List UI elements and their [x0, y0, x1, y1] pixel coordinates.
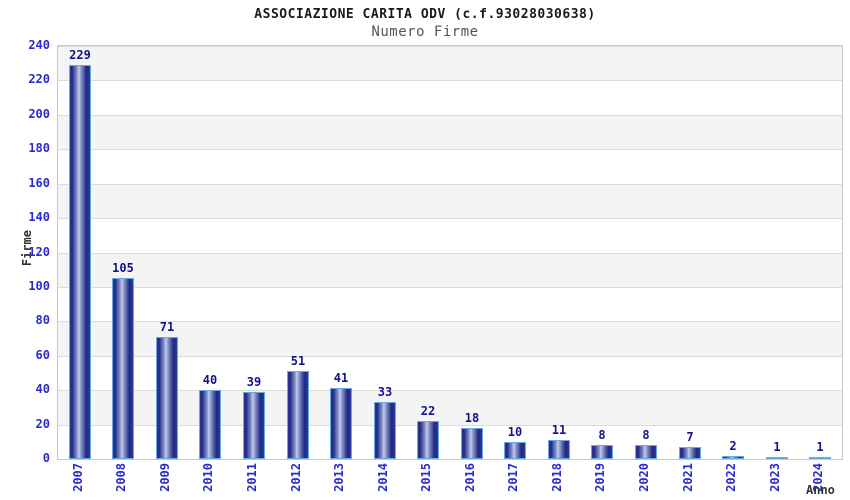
- y-tick-label: 40: [35, 382, 50, 396]
- bar-value-label: 41: [333, 371, 349, 385]
- chart-subtitle: Numero Firme: [371, 24, 479, 40]
- y-tick-label: 20: [35, 417, 50, 431]
- y-tick-label: 0: [42, 451, 50, 465]
- bar-2020: [635, 445, 657, 459]
- plot-band: [58, 390, 842, 425]
- gridline: [58, 390, 842, 391]
- x-tick-label-2018: 2018: [550, 463, 564, 492]
- bar-2022: [722, 456, 744, 459]
- bar-2013: [330, 388, 352, 459]
- plot-band: [58, 424, 842, 459]
- bar-value-label: 1: [816, 440, 824, 454]
- x-tick-label-2023: 2023: [768, 463, 782, 492]
- gridline: [58, 115, 842, 116]
- bar-value-label: 18: [464, 411, 480, 425]
- x-tick-label-2011: 2011: [245, 463, 259, 492]
- y-tick-label: 160: [28, 176, 50, 190]
- y-tick-label: 240: [28, 38, 50, 52]
- plot-area: 229 105 71 40 39 51 41 33 22 18 10 11 8 8 7 2 1 1: [57, 45, 843, 460]
- plot-band: [58, 114, 842, 150]
- bar-value-label: 71: [159, 320, 175, 334]
- x-tick-label-2012: 2012: [289, 463, 303, 492]
- chart-title: ASSOCIAZIONE CARITA ODV (c.f.93028030638…: [254, 7, 596, 22]
- plot-band: [58, 321, 842, 356]
- y-tick-label: 220: [28, 72, 50, 86]
- plot-band: [58, 218, 842, 253]
- bar-value-label: 51: [290, 354, 306, 368]
- y-tick-label: 60: [35, 348, 50, 362]
- bar-2014: [374, 402, 396, 459]
- x-tick-label-2013: 2013: [332, 463, 346, 492]
- bar-value-label: 33: [377, 385, 393, 399]
- plot-band: [58, 149, 842, 184]
- gridline: [58, 253, 842, 254]
- x-tick-label-2007: 2007: [71, 463, 85, 492]
- y-tick-label: 100: [28, 279, 50, 293]
- y-tick-label: 180: [28, 141, 50, 155]
- gridline: [58, 356, 842, 357]
- bar-value-label: 1: [773, 440, 781, 454]
- bar-2008: [112, 278, 134, 459]
- bar-value-label: 229: [69, 48, 91, 62]
- plot-band: [58, 286, 842, 322]
- x-tick-label-2022: 2022: [724, 463, 738, 492]
- bar-2021: [679, 447, 701, 459]
- plot-band: [58, 46, 842, 81]
- y-tick-label: 80: [35, 313, 50, 327]
- bar-2015: [417, 421, 439, 459]
- x-tick-label-2016: 2016: [463, 463, 477, 492]
- bar-2017: [504, 442, 526, 459]
- gridline: [58, 184, 842, 185]
- plot-band: [58, 80, 842, 115]
- x-axis-title: Anno: [806, 483, 835, 497]
- bar-value-label: 7: [686, 430, 694, 444]
- gridline: [58, 46, 842, 47]
- bar-2024: [809, 457, 831, 459]
- x-tick-label-2008: 2008: [114, 463, 128, 492]
- x-tick-label-2010: 2010: [201, 463, 215, 492]
- gridline: [58, 218, 842, 219]
- x-tick-label-2017: 2017: [506, 463, 520, 492]
- bar-2018: [548, 440, 570, 459]
- bar-value-label: 105: [112, 261, 134, 275]
- bar-2011: [243, 392, 265, 459]
- plot-band: [58, 183, 842, 219]
- x-tick-label-2021: 2021: [681, 463, 695, 492]
- gridline: [58, 287, 842, 288]
- gridline: [58, 425, 842, 426]
- x-tick-label-2009: 2009: [158, 463, 172, 492]
- bar-value-label: 11: [551, 423, 567, 437]
- bar-value-label: 40: [202, 373, 218, 387]
- x-tick-label-2020: 2020: [637, 463, 651, 492]
- x-tick-label-2014: 2014: [376, 463, 390, 492]
- bar-value-label: 22: [420, 404, 436, 418]
- y-tick-label: 200: [28, 107, 50, 121]
- bar-2016: [461, 428, 483, 459]
- x-tick-label-2015: 2015: [419, 463, 433, 492]
- bar-value-label: 8: [598, 428, 606, 442]
- plot-band: [58, 252, 842, 287]
- bar-2019: [591, 445, 613, 459]
- bar-value-label: 10: [507, 425, 523, 439]
- gridline: [58, 80, 842, 81]
- bar-2023: [766, 457, 788, 459]
- bar-value-label: 2: [729, 439, 737, 453]
- bar-2007: [69, 65, 91, 459]
- gridline: [58, 321, 842, 322]
- bar-2010: [199, 390, 221, 459]
- plot-band: [58, 355, 842, 391]
- x-tick-label-2019: 2019: [593, 463, 607, 492]
- gridline: [58, 149, 842, 150]
- bar-value-label: 8: [642, 428, 650, 442]
- y-tick-label: 140: [28, 210, 50, 224]
- y-tick-label: 120: [28, 245, 50, 259]
- bar-2012: [287, 371, 309, 459]
- bar-value-label: 39: [246, 375, 262, 389]
- bar-2009: [156, 337, 178, 459]
